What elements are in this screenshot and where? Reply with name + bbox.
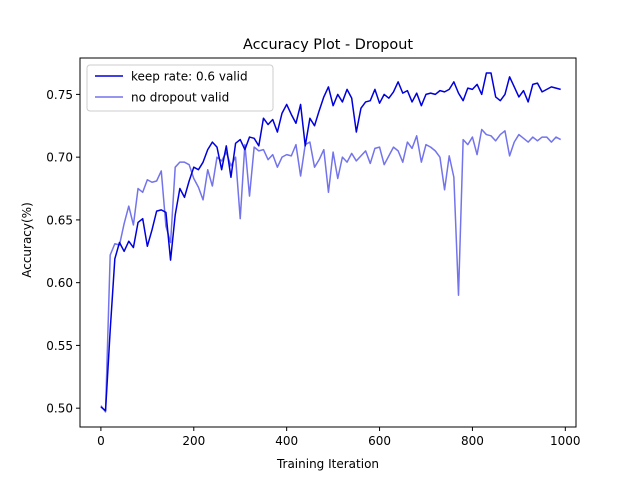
x-tick-label: 0 [97, 434, 105, 448]
x-axis-ticks: 0 200 400 600 800 1000 [97, 427, 581, 448]
legend: keep rate: 0.6 valid no dropout valid [86, 64, 274, 112]
series-line-keep-rate [100, 72, 561, 412]
x-tick-label: 400 [275, 434, 298, 448]
x-tick-label: 1000 [550, 434, 581, 448]
y-tick-label: 0.75 [46, 88, 73, 102]
series-lines [100, 72, 562, 413]
y-tick-label: 0.60 [46, 276, 73, 290]
x-axis-label: Training Iteration [276, 457, 379, 471]
x-tick-label: 200 [182, 434, 205, 448]
y-axis-ticks: 0.50 0.55 0.60 0.65 0.70 0.75 [46, 88, 80, 416]
legend-label-no-dropout: no dropout valid [131, 91, 229, 105]
x-tick-label: 600 [368, 434, 391, 448]
y-tick-label: 0.55 [46, 339, 73, 353]
chart-title: Accuracy Plot - Dropout [243, 37, 413, 53]
legend-box [86, 64, 274, 112]
y-tick-label: 0.50 [46, 402, 73, 416]
y-tick-label: 0.70 [46, 151, 73, 165]
series-line-no-dropout [100, 128, 562, 413]
y-tick-label: 0.65 [46, 213, 73, 227]
x-tick-label: 800 [461, 434, 484, 448]
plot-frame [79, 57, 577, 428]
y-axis-label: Accuracy(%) [20, 202, 34, 278]
legend-label-keep-rate: keep rate: 0.6 valid [131, 70, 248, 84]
